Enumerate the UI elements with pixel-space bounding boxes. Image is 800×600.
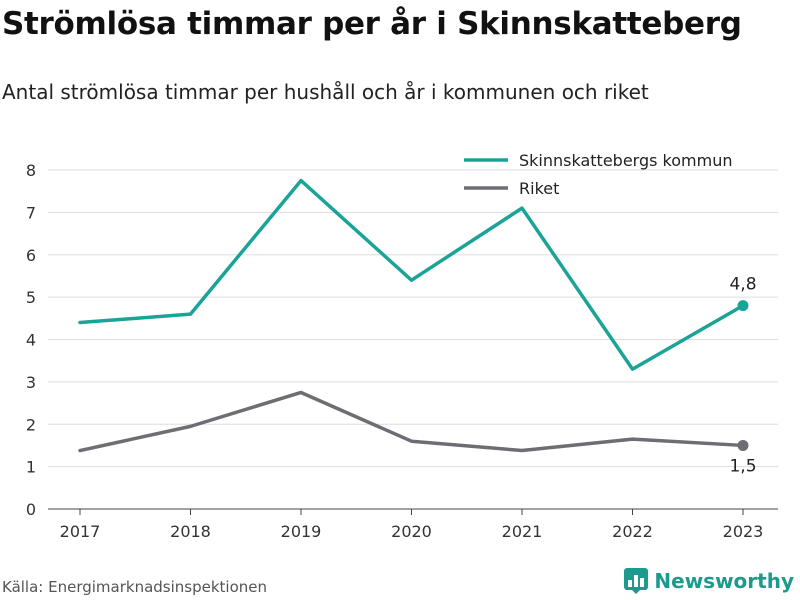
data-label: 1,5 bbox=[729, 456, 756, 476]
y-tick-label: 6 bbox=[26, 246, 36, 265]
legend: Skinnskattebergs kommun Riket bbox=[464, 151, 732, 198]
label-layer: 4,8 1,5 bbox=[729, 275, 756, 477]
x-tick-label: 2020 bbox=[391, 522, 432, 541]
x-tick-label: 2017 bbox=[60, 522, 101, 541]
x-tick-label: 2021 bbox=[502, 522, 543, 541]
x-tick-label: 2018 bbox=[170, 522, 211, 541]
legend-label: Riket bbox=[519, 179, 559, 198]
brand-logo: Newsworthy bbox=[624, 568, 794, 594]
brand-name: Newsworthy bbox=[654, 569, 794, 593]
source-note: Källa: Energimarknadsinspektionen bbox=[2, 578, 268, 596]
x-tick-label: 2019 bbox=[281, 522, 322, 541]
y-tick-label: 7 bbox=[26, 203, 36, 222]
chart-title: Strömlösa timmar per år i Skinnskatteber… bbox=[2, 6, 742, 42]
y-tick-label: 0 bbox=[26, 500, 36, 519]
grid-layer bbox=[48, 169, 778, 510]
y-tick-label: 2 bbox=[26, 415, 36, 434]
y-tick-label: 5 bbox=[26, 288, 36, 307]
bar-chart-icon bbox=[624, 568, 649, 594]
data-label: 4,8 bbox=[729, 275, 756, 295]
y-tick-label: 3 bbox=[26, 373, 36, 392]
chart-subtitle: Antal strömlösa timmar per hushåll och å… bbox=[2, 80, 649, 104]
series-line-kommun bbox=[78, 178, 745, 371]
series-line-riket bbox=[78, 390, 745, 453]
series-layer bbox=[78, 178, 749, 453]
series-end-point bbox=[737, 439, 749, 451]
series-end-point bbox=[737, 300, 749, 312]
y-tick-label: 4 bbox=[26, 331, 36, 350]
axis-layer: 0 1 2 3 4 5 6 7 8 2017 2018 2019 2020 2021 2022 2023 bbox=[26, 161, 778, 541]
x-tick-label: 2023 bbox=[723, 522, 764, 541]
y-tick-label: 8 bbox=[26, 161, 36, 180]
legend-label: Skinnskattebergs kommun bbox=[519, 151, 732, 170]
x-tick-label: 2022 bbox=[612, 522, 653, 541]
y-tick-label: 1 bbox=[26, 458, 36, 477]
